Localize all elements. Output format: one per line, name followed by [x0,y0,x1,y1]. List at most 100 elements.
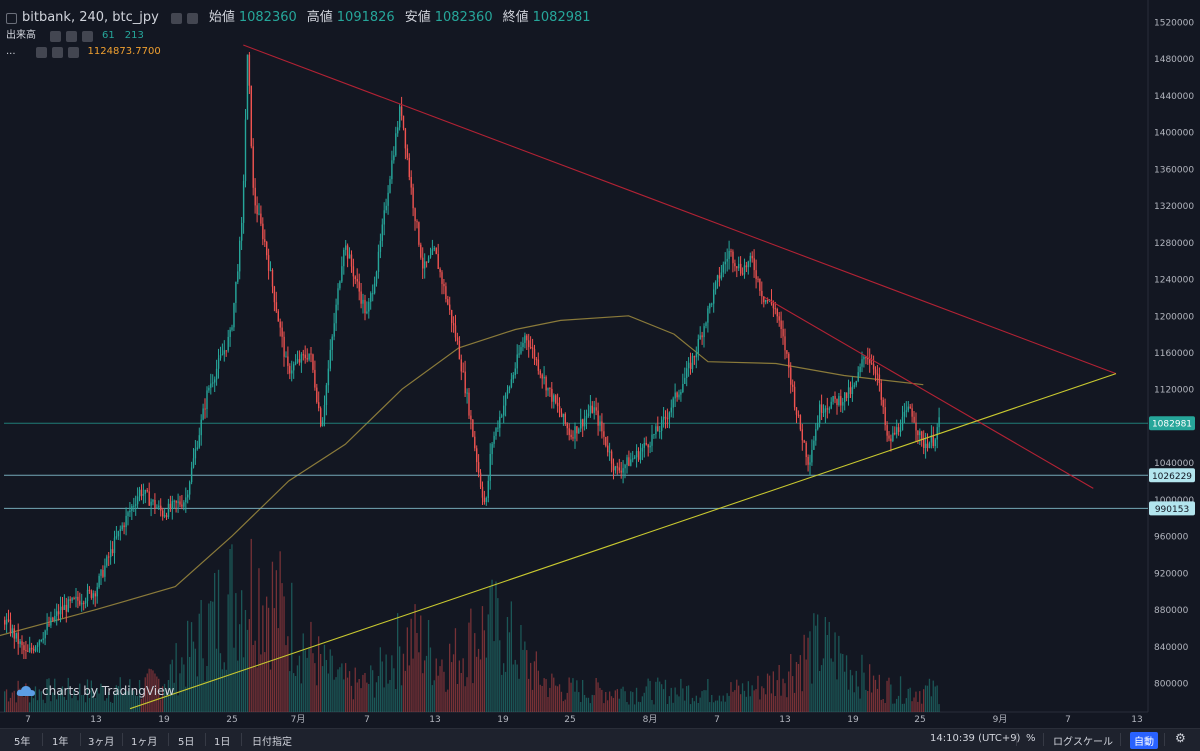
percent-scale-button[interactable]: % [1026,733,1036,744]
volume-bar [279,551,281,712]
legend-ma-label: ... [6,46,16,57]
volume-bar [616,689,618,712]
candle-body [441,272,443,284]
trend-line-resistance-short[interactable] [764,296,1094,489]
time-axis[interactable]: 7 13 19 25 7月 7 13 19 25 8月 7 13 19 25 9月 7 13 [25,714,1143,725]
candle-body [266,241,268,256]
date-range-button[interactable]: 日付指定 [252,737,292,748]
volume-bar [797,664,800,712]
volume-bar [528,678,530,712]
volume-bar [845,655,848,712]
volume-bar [204,681,206,712]
candle-body [362,299,364,304]
trend-line-support[interactable] [129,373,1117,710]
range-5d-button[interactable]: 5日 [178,737,195,748]
candle-body [481,486,484,498]
range-3m-button[interactable]: 3ヶ月 [88,737,115,748]
candle-body [420,244,422,258]
candle-body [487,480,489,498]
settings-icon[interactable] [66,30,77,42]
range-1d-button[interactable]: 1日 [214,737,231,748]
candle-body [244,119,247,182]
candle-body [181,504,183,507]
candle-body [117,531,120,537]
candle-body [915,422,917,431]
last-price-label: 1082981 [1152,420,1192,430]
settings-icon[interactable] [186,12,198,24]
candle-body [11,628,14,634]
legend-open-value: 1082360 [238,10,297,25]
volume-bar [375,682,378,712]
volume-bar [570,682,572,712]
price-axis[interactable]: 1520000 1480000 1440000 1400000 1360000 13200… [1154,19,1194,690]
volume-bar [676,694,678,712]
volume-bar [637,701,640,712]
candle-body [414,208,416,222]
candle-body [88,589,91,591]
volume-bar [832,661,834,712]
candle-body [100,569,102,576]
range-5y-button[interactable]: 5年 [14,737,31,748]
candle-body [175,500,177,503]
candle-body [110,549,112,558]
bottom-toolbar: 5年 1年 3ヶ月 1ヶ月 5日 1日 日付指定 14:10:39 (UTC+9… [0,728,1200,751]
candle-body [635,451,638,458]
trend-lines[interactable] [129,44,1117,710]
candle-body [318,402,320,409]
volume-bar [84,702,87,712]
settings-icon[interactable] [51,46,63,58]
volume-bar [830,658,832,712]
candle-body [115,536,118,538]
tradingview-watermark[interactable]: charts by TradingView [16,684,174,698]
eye-icon[interactable] [35,46,47,58]
candle-body [48,623,50,626]
log-scale-button[interactable]: ログスケール [1053,737,1113,748]
gear-icon[interactable]: ⚙ [1175,731,1186,745]
candle-body [302,354,304,356]
candle-body [524,335,526,343]
candle-body [366,311,368,314]
volume-bar [175,643,177,712]
candle-body [142,494,145,496]
candle-body [225,350,227,352]
candle-body [666,418,669,420]
volume-bar [304,650,306,712]
candle-body [429,255,432,258]
candle-body [468,392,470,416]
volume-bar [34,686,37,712]
volume-bar [876,688,879,712]
candle-body [716,275,719,282]
volume-bar [235,593,237,712]
candle-body [358,281,360,292]
volume-bar [707,679,709,712]
candle-body [397,127,399,134]
clock-display[interactable]: 14:10:39 (UTC+9) [930,733,1021,744]
volume-bar [674,687,676,712]
candle-body [917,430,919,436]
range-1m-button[interactable]: 1ヶ月 [131,737,158,748]
candle-body [684,377,686,384]
candle-body [185,497,187,503]
eye-icon[interactable] [50,30,61,42]
candle-body [797,414,800,416]
collapse-icon[interactable] [6,12,17,24]
candle-body [187,494,189,498]
price-chart[interactable]: 1520000 1480000 1440000 1400000 1360000 13200… [0,0,1200,728]
auto-scale-button[interactable]: 自動 [1130,732,1158,749]
candle-body [822,412,825,414]
candle-body [553,395,555,402]
volume-bar [148,668,150,712]
volume-bar [844,671,846,712]
range-1y-button[interactable]: 1年 [52,737,69,748]
trend-line-resistance[interactable] [243,44,1117,375]
close-icon[interactable] [67,46,79,58]
candle-body [634,457,636,459]
candle-body [753,258,755,271]
volume-bar [412,658,414,712]
candle-body [614,466,617,471]
eye-icon[interactable] [170,12,182,24]
close-icon[interactable] [82,30,93,42]
volume-bar [389,680,391,712]
candle-body [637,451,640,460]
